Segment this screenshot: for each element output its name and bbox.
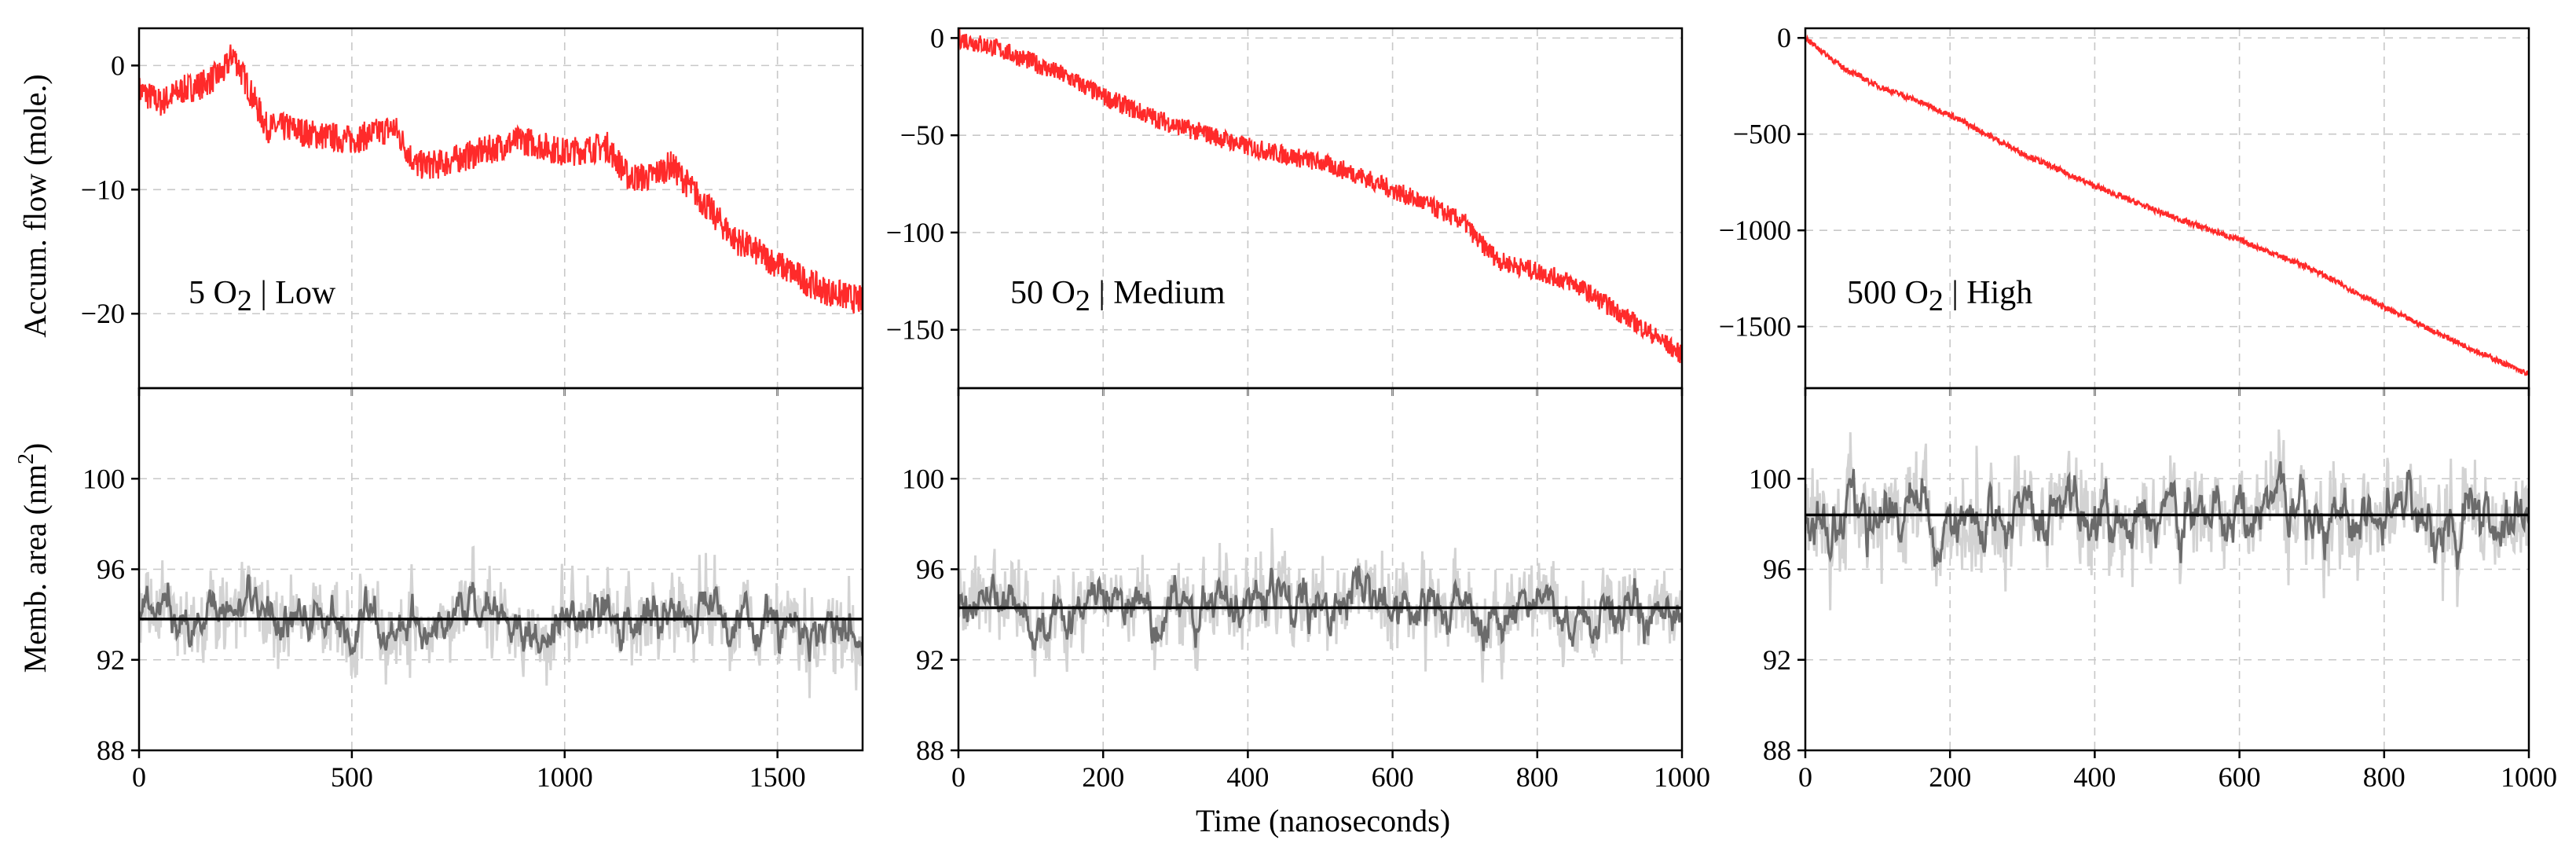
x-tick-label: 1000 — [1654, 761, 1710, 793]
y-tick-label: 96 — [916, 554, 944, 585]
x-tick-label: 400 — [2073, 761, 2116, 793]
area-smoothed-line — [958, 565, 1682, 651]
panel-medium-flow: 50 O2 | Medium 0 −50 −100 −150 — [886, 22, 1684, 396]
flow-series-line — [1805, 34, 2529, 376]
x-tick-label: 400 — [1226, 761, 1269, 793]
y-tick-label: 0 — [930, 22, 944, 53]
y-tick-label: 92 — [97, 644, 125, 676]
y-tick-label: 0 — [1777, 22, 1791, 53]
plot-area — [958, 28, 1682, 364]
x-tick-label: 600 — [2219, 761, 2261, 793]
y-tick-label: −50 — [900, 119, 944, 151]
y-tick-label: 92 — [1763, 644, 1791, 676]
panel-label-subscript: 2 — [1075, 284, 1090, 317]
y-tick-label: 100 — [82, 463, 125, 494]
y-axis-label-flow: Accum. flow (mole.) — [17, 74, 53, 337]
panel-frame — [957, 27, 1684, 390]
panel-label-tail: | Medium — [1090, 275, 1226, 311]
y-tick-label: −100 — [886, 217, 944, 248]
y-tick-label: 0 — [111, 50, 125, 81]
plot-area — [1805, 429, 2529, 610]
y-axis-label-area-end: ) — [17, 443, 53, 453]
x-tick-label: 0 — [1798, 761, 1812, 793]
panel-label: 5 O2 | Low — [189, 275, 336, 317]
panel-label-main: 50 O — [1010, 275, 1075, 311]
y-axis-label-area-sup: 2 — [14, 453, 38, 464]
plot-area — [139, 545, 863, 698]
panel-label-subscript: 2 — [1929, 284, 1944, 317]
y-tick-label: −1000 — [1719, 214, 1791, 246]
x-tick-label: 1500 — [749, 761, 806, 793]
y-tick-label: 96 — [97, 554, 125, 585]
y-tick-label: 92 — [916, 644, 944, 676]
panel-label: 500 O2 | High — [1847, 275, 2032, 317]
y-tick-label: 100 — [1749, 463, 1791, 494]
x-tick-label: 800 — [1516, 761, 1559, 793]
panel-frame — [1804, 27, 2530, 390]
area-smoothed-line — [139, 574, 863, 662]
x-tick-label: 800 — [2363, 761, 2406, 793]
x-tick-label: 0 — [951, 761, 966, 793]
panel-label-main: 500 O — [1847, 275, 1929, 311]
y-axis-label-area-main: Memb. area (nm — [17, 464, 53, 673]
x-tick-label: 1000 — [2501, 761, 2557, 793]
panel-label-tail: | Low — [252, 275, 336, 311]
panel-label-subscript: 2 — [237, 284, 252, 317]
x-axis-label: Time (nanoseconds) — [1196, 803, 1450, 838]
y-tick-label: −150 — [886, 314, 944, 346]
area-raw-line — [1805, 429, 2529, 610]
plot-area — [139, 44, 863, 314]
y-tick-label: 100 — [902, 463, 944, 494]
y-tick-label: 96 — [1763, 554, 1791, 585]
panel-label: 50 O2 | Medium — [1010, 275, 1226, 317]
y-tick-label: −10 — [81, 174, 125, 205]
y-tick-label: 88 — [97, 735, 125, 766]
x-tick-label: 500 — [331, 761, 373, 793]
plot-area — [958, 527, 1682, 683]
panel-label-tail: | High — [1944, 275, 2032, 311]
x-tick-label: 0 — [132, 761, 146, 793]
plot-area — [1805, 34, 2529, 376]
flow-series-line — [139, 44, 863, 314]
x-tick-label: 200 — [1082, 761, 1124, 793]
x-tick-label: 600 — [1372, 761, 1414, 793]
y-tick-label: 88 — [1763, 735, 1791, 766]
panel-label-main: 5 O — [189, 275, 237, 311]
area-smoothed-line — [1805, 461, 2529, 570]
flow-series-line — [958, 28, 1682, 364]
y-tick-label: −500 — [1733, 119, 1791, 150]
panel-low-flow: 5 O2 | Low 0 −10 −20 — [81, 27, 864, 396]
x-tick-label: 1000 — [537, 761, 593, 793]
y-tick-label: 88 — [916, 735, 944, 766]
x-tick-label: 200 — [1929, 761, 1971, 793]
y-axis-label-area: Memb. area (nm2) — [14, 443, 53, 673]
y-tick-label: −1500 — [1719, 311, 1791, 343]
y-tick-label: −20 — [81, 298, 125, 329]
panel-high-flow: 500 O2 | High 0 −500 −1000 −1500 — [1719, 22, 2530, 396]
